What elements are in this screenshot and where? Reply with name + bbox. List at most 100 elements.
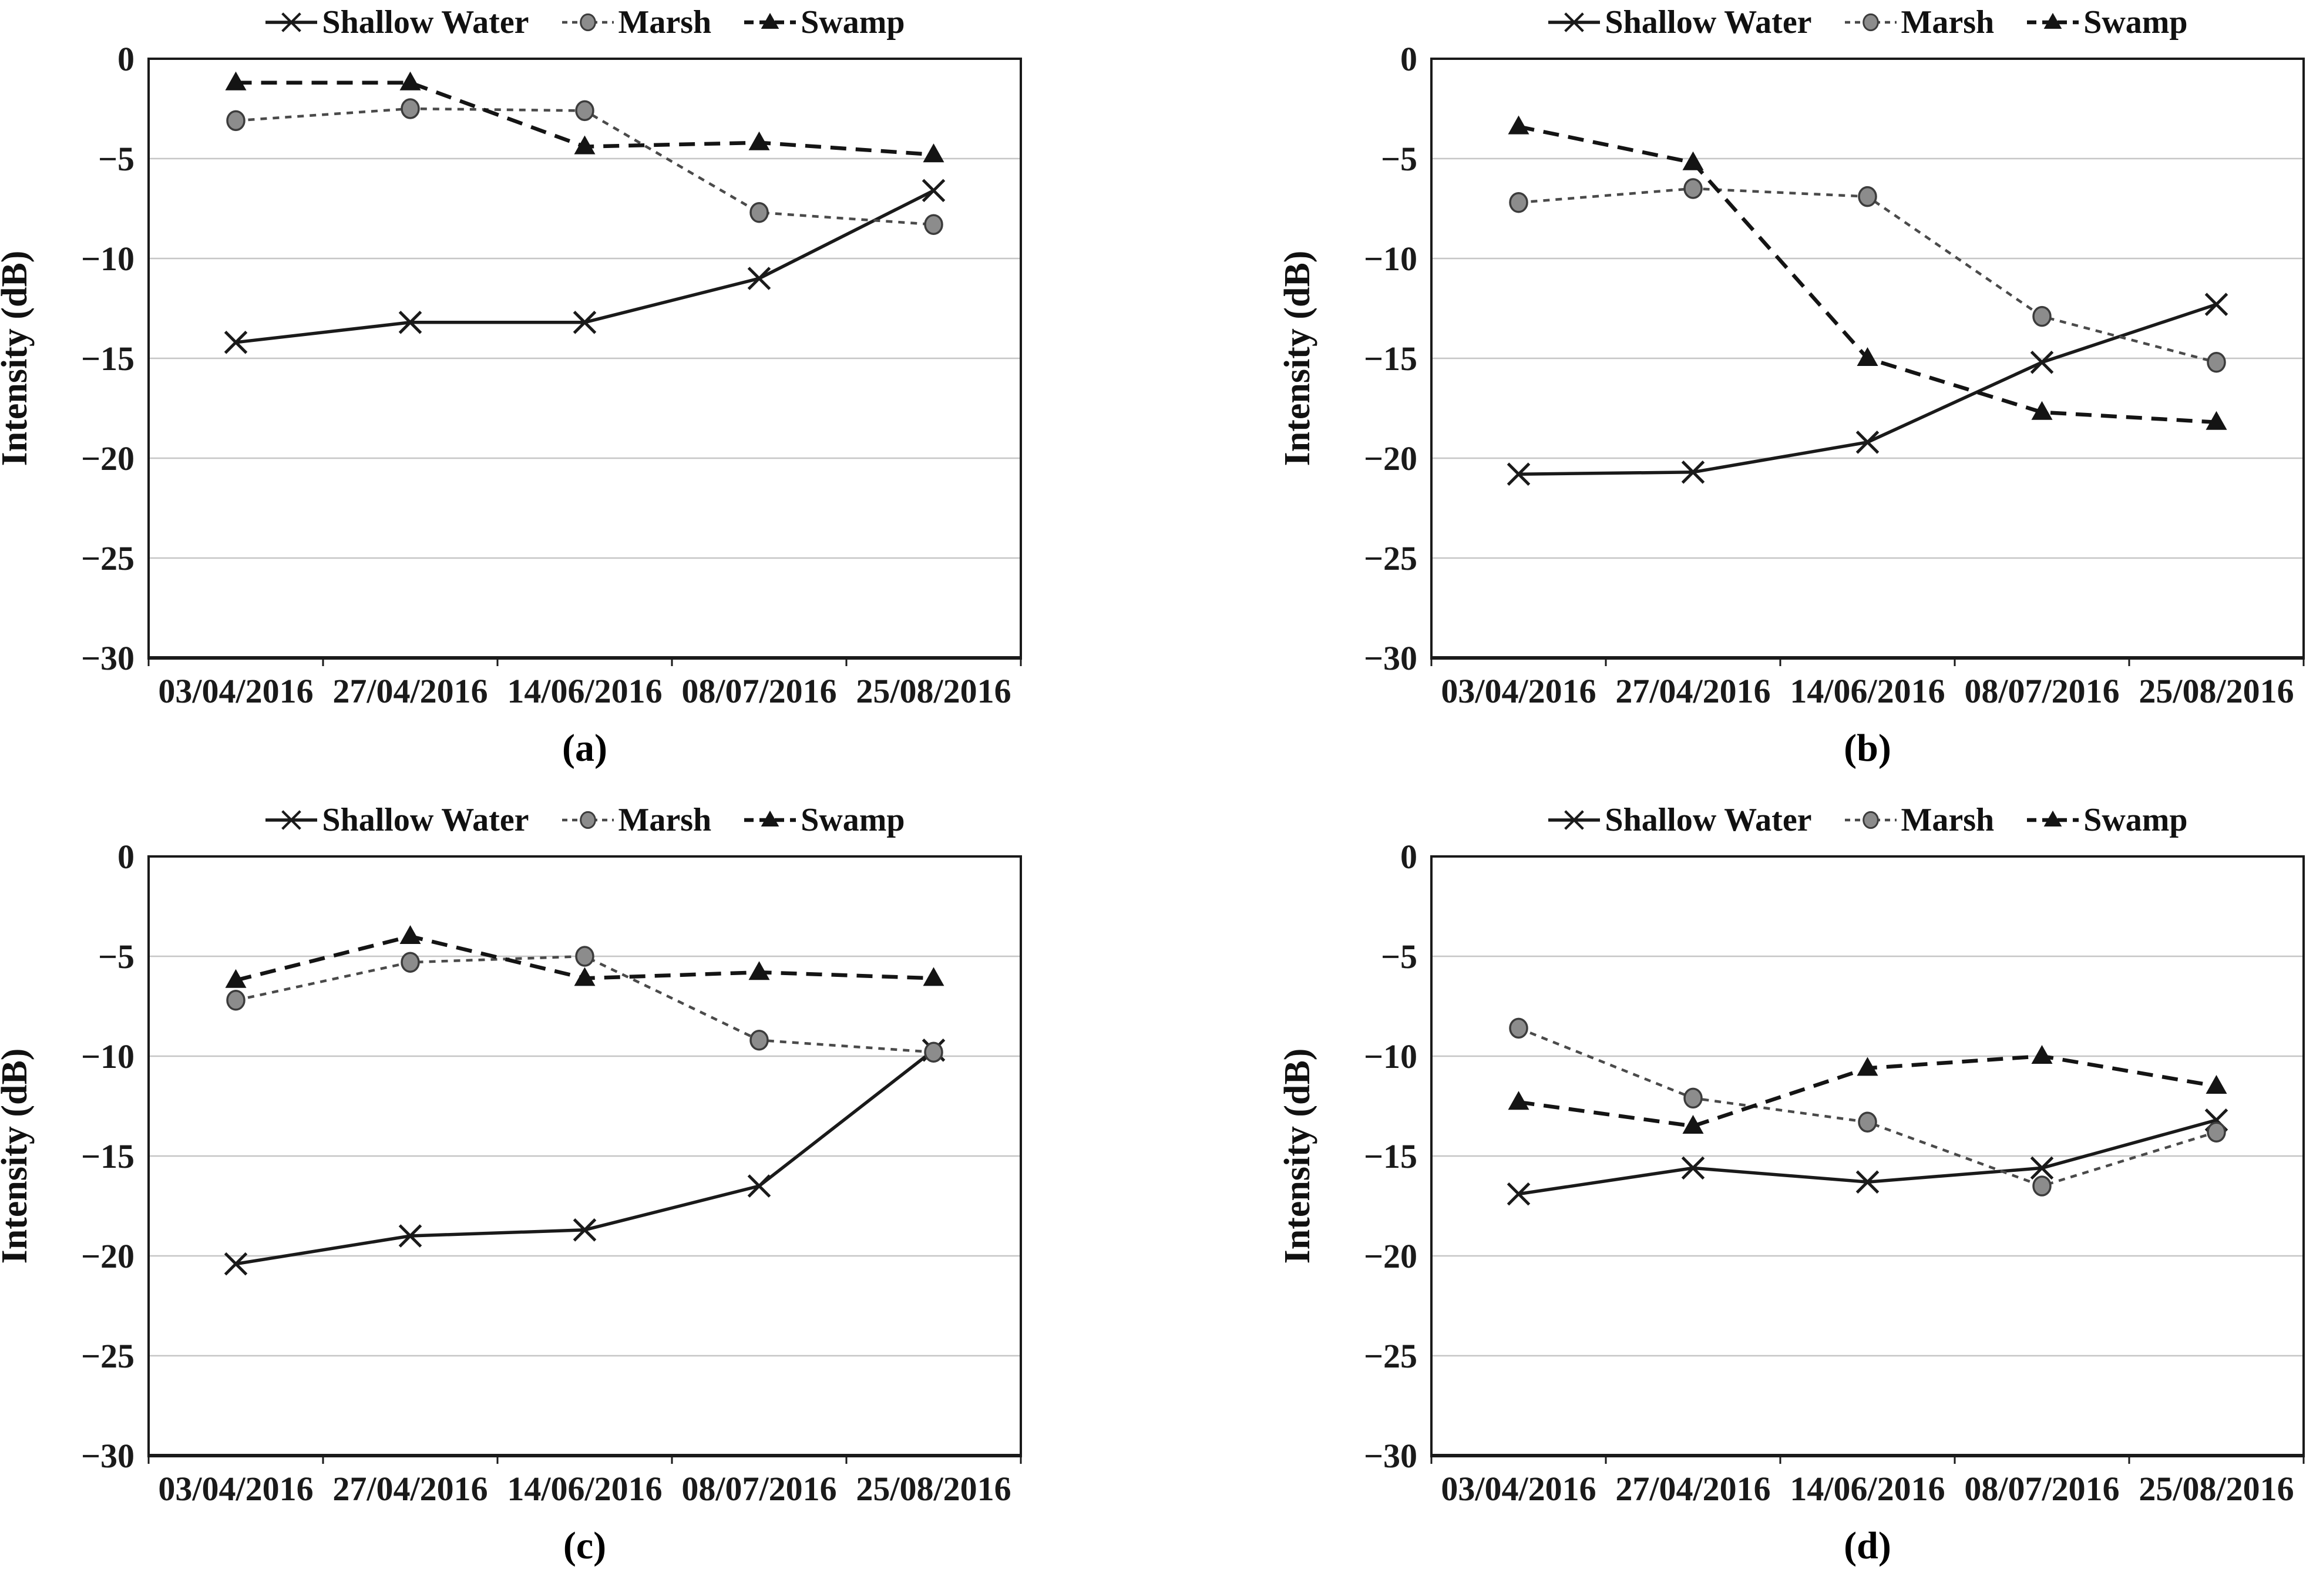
legend-label: Swamp [2083, 802, 2188, 838]
legend-item-marsh: Marsh [561, 801, 711, 839]
x-marker-icon [1564, 12, 1585, 32]
x-tick-label: 03/04/2016 [1441, 1470, 1596, 1508]
y-tick-label: −30 [81, 639, 135, 677]
circle-marker-icon [226, 990, 246, 1011]
series-markers-shallow-water [224, 1039, 946, 1276]
circle-marker-icon [579, 13, 596, 32]
legend-label: Marsh [1901, 4, 1995, 41]
panel-caption: (b) [1844, 727, 1891, 770]
series-markers-shallow-water [224, 179, 946, 354]
legend-triangle-marker-icon [744, 12, 796, 29]
x-marker-icon [747, 1174, 771, 1198]
panel-caption: (c) [563, 1524, 607, 1567]
x-tick-label: 14/06/2016 [1790, 1470, 1945, 1508]
triangle-marker-icon [225, 969, 247, 988]
y-tick-label: −30 [81, 1437, 135, 1475]
y-tick-label: −25 [1364, 1337, 1417, 1375]
x-tick-label: 27/04/2016 [332, 1470, 488, 1508]
circle-marker-icon [1858, 1111, 1877, 1133]
y-tick-label: 0 [1400, 838, 1417, 876]
x-marker-icon [1681, 1156, 1705, 1180]
y-tick-label: −20 [81, 1237, 135, 1275]
y-tick-label: 0 [117, 838, 135, 876]
circle-marker-icon [579, 811, 596, 829]
circle-marker-icon [1683, 178, 1703, 199]
chart-canvas-c: 0 −5 −10 −15 −20 −25 −30 03/04/2016 27/04/2016 14… [0, 838, 1022, 1508]
series-markers-swamp [1508, 115, 2227, 430]
chart-canvas-d: 0 −5 −10 −15 −20 −25 −30 03/04/2016 27/04/2016 14… [1278, 838, 2305, 1508]
triangle-marker-icon [399, 71, 421, 90]
triangle-marker-icon [2206, 411, 2227, 430]
x-marker-icon [1681, 461, 1705, 484]
x-tick-label: 14/06/2016 [1790, 672, 1945, 710]
y-tick-label: −5 [1381, 140, 1417, 178]
panel-caption: (d) [1844, 1524, 1891, 1567]
legend: Shallow Water Marsh Swamp [1431, 799, 2304, 841]
x-tick-label: 14/06/2016 [507, 1470, 662, 1508]
x-marker-icon [2204, 293, 2228, 316]
x-marker-icon [281, 12, 302, 32]
legend-circle-marker-icon [562, 811, 614, 829]
x-marker-icon [573, 1218, 597, 1242]
triangle-marker-icon [225, 71, 247, 90]
x-marker-icon [922, 179, 946, 203]
y-tick-label: −30 [1364, 639, 1417, 677]
series-markers-swamp [1508, 1045, 2227, 1134]
legend-label: Shallow Water [1605, 4, 1812, 41]
y-tick-label: −20 [81, 439, 135, 478]
triangle-marker-icon [2043, 12, 2062, 29]
x-marker-icon [281, 810, 302, 830]
triangle-marker-icon [923, 967, 944, 986]
x-marker-icon [224, 331, 248, 354]
triangle-marker-icon [748, 131, 770, 150]
triangle-marker-icon [1857, 1057, 1878, 1076]
circle-marker-icon [2207, 352, 2226, 373]
triangle-marker-icon [574, 967, 596, 986]
y-tick-label: −10 [81, 240, 135, 278]
x-marker-icon [398, 311, 422, 334]
x-marker-icon [1855, 431, 1880, 454]
triangle-marker-icon [923, 143, 944, 163]
circle-marker-icon [575, 100, 594, 122]
circle-marker-icon [2032, 1175, 2052, 1197]
y-tick-label: −10 [1364, 240, 1417, 278]
y-tick-label: −15 [1364, 340, 1417, 378]
legend-label: Shallow Water [322, 802, 529, 838]
x-marker-icon [1564, 810, 1585, 830]
y-tick-label: −10 [1364, 1037, 1417, 1076]
triangle-marker-icon [761, 12, 779, 29]
series-markers-marsh [226, 946, 943, 1063]
x-tick-label: 25/08/2016 [2139, 672, 2294, 710]
legend-item-swamp: Swamp [743, 801, 905, 839]
legend-item-marsh: Marsh [1844, 4, 1995, 41]
circle-marker-icon [1862, 13, 1879, 32]
x-tick-label: 08/07/2016 [1964, 672, 2119, 710]
legend-label: Marsh [1901, 802, 1995, 838]
x-tick-label: 27/04/2016 [1615, 1470, 1770, 1508]
x-tick-label: 08/07/2016 [681, 1470, 836, 1508]
x-tick-label: 08/07/2016 [681, 672, 836, 710]
x-tick-label: 27/04/2016 [1615, 672, 1770, 710]
x-marker-icon [2030, 1156, 2054, 1180]
legend-triangle-marker-icon [2027, 810, 2079, 827]
circle-marker-icon [1509, 192, 1528, 213]
x-marker-icon [1507, 1182, 1531, 1206]
y-tick-label: −15 [1364, 1137, 1417, 1175]
circle-marker-icon [1858, 186, 1877, 207]
x-tick-label: 25/08/2016 [2139, 1470, 2294, 1508]
circle-marker-icon [2207, 1121, 2226, 1143]
x-tick-label: 27/04/2016 [332, 672, 488, 710]
circle-marker-icon [226, 110, 246, 132]
panel-a: Shallow Water Marsh Swamp 0 −5 −10 −15 −20 −25 −3… [0, 0, 1161, 798]
y-tick-label: −5 [1381, 938, 1417, 976]
circle-marker-icon [1509, 1017, 1528, 1039]
y-tick-label: −10 [81, 1037, 135, 1076]
triangle-marker-icon [1682, 1115, 1704, 1134]
legend: Shallow Water Marsh Swamp [1431, 1, 2304, 43]
legend-circle-marker-icon [1844, 811, 1897, 829]
panel-caption: (a) [562, 727, 607, 770]
y-tick-label: −5 [98, 938, 135, 976]
y-tick-label: −15 [81, 1137, 135, 1175]
triangle-marker-icon [1682, 151, 1704, 170]
